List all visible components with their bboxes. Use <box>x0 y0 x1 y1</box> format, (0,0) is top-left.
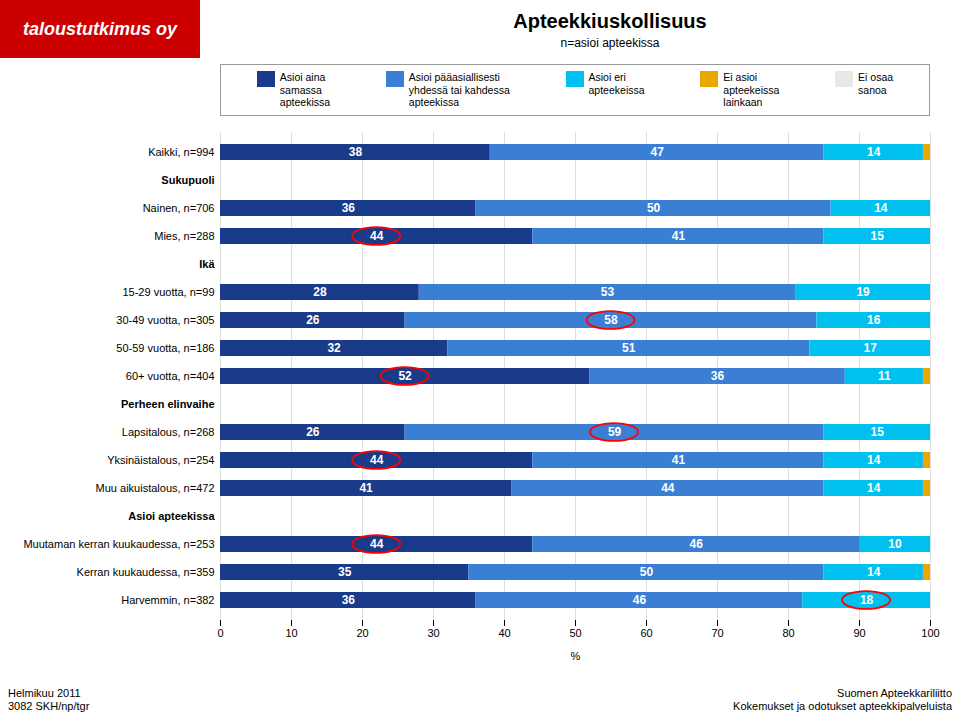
svg-text:26: 26 <box>306 313 320 327</box>
svg-text:Nainen, n=706: Nainen, n=706 <box>143 202 215 214</box>
svg-text:36: 36 <box>711 369 725 383</box>
svg-text:14: 14 <box>867 453 881 467</box>
html-text:Helmikuu 2011 3082 SKH/np/tgr: Helmikuu 2011 3082 SKH/np/tgr <box>8 686 90 713</box>
svg-text:32: 32 <box>327 341 341 355</box>
svg-text:Ikä: Ikä <box>199 258 215 270</box>
svg-text:46: 46 <box>633 593 647 607</box>
svg-text:40: 40 <box>498 627 510 639</box>
svg-text:36: 36 <box>342 593 356 607</box>
svg-text:41: 41 <box>359 481 373 495</box>
svg-text:90: 90 <box>853 627 865 639</box>
svg-text:53: 53 <box>601 285 615 299</box>
svg-text:14: 14 <box>867 145 881 159</box>
svg-text:41: 41 <box>672 229 686 243</box>
html-text:n=asioi apteekissa: n=asioi apteekissa <box>560 36 660 50</box>
svg-text:10: 10 <box>285 627 297 639</box>
svg-text:80: 80 <box>782 627 794 639</box>
svg-text:46: 46 <box>690 537 704 551</box>
svg-text:Kaikki, n=994: Kaikki, n=994 <box>148 146 214 158</box>
svg-text:60+ vuotta, n=404: 60+ vuotta, n=404 <box>126 370 215 382</box>
svg-text:Mies, n=288: Mies, n=288 <box>154 230 214 242</box>
svg-text:18: 18 <box>860 593 874 607</box>
html-text:Asioi pääasiallisesti yhdessä: Asioi pääasiallisesti yhdessä tai kahdes… <box>408 71 510 109</box>
html-text:Asioi aina samassa apteekissa: Asioi aina samassa apteekissa <box>279 71 331 109</box>
svg-text:44: 44 <box>370 453 384 467</box>
svg-text:60: 60 <box>640 627 652 639</box>
svg-text:100: 100 <box>921 627 939 639</box>
html-text:Ei osaa sanoa: Ei osaa sanoa <box>858 71 894 96</box>
svg-text:16: 16 <box>867 313 881 327</box>
svg-text:30-49 vuotta, n=305: 30-49 vuotta, n=305 <box>116 314 214 326</box>
svg-text:14: 14 <box>874 201 888 215</box>
svg-text:14: 14 <box>867 565 881 579</box>
html-text:Ei asioi apteekeissa lainkaan: Ei asioi apteekeissa lainkaan <box>723 71 780 109</box>
svg-text:50: 50 <box>647 201 661 215</box>
svg-text:30: 30 <box>427 627 439 639</box>
svg-text:50: 50 <box>569 627 581 639</box>
svg-text:28: 28 <box>313 285 327 299</box>
svg-text:Sukupuoli: Sukupuoli <box>161 174 214 186</box>
svg-text:Muutaman kerran kuukaudessa, n: Muutaman kerran kuukaudessa, n=253 <box>23 538 214 550</box>
svg-text:36: 36 <box>342 201 356 215</box>
svg-text:Harvemmin, n=382: Harvemmin, n=382 <box>121 594 214 606</box>
svg-text:17: 17 <box>863 341 877 355</box>
svg-text:Lapsitalous, n=268: Lapsitalous, n=268 <box>122 426 215 438</box>
html-text:taloustutkimus oy: taloustutkimus oy <box>23 18 177 39</box>
svg-text:10: 10 <box>888 537 902 551</box>
svg-text:19: 19 <box>856 285 870 299</box>
svg-text:Kerran kuukaudessa, n=359: Kerran kuukaudessa, n=359 <box>77 566 215 578</box>
svg-text:0: 0 <box>217 627 223 639</box>
html-text:Suomen Apteekkariliitto Kokemu: Suomen Apteekkariliitto Kokemukset ja od… <box>733 686 952 713</box>
svg-text:58: 58 <box>604 313 618 327</box>
svg-text:50-59 vuotta, n=186: 50-59 vuotta, n=186 <box>116 342 214 354</box>
svg-text:15-29 vuotta, n=99: 15-29 vuotta, n=99 <box>122 286 214 298</box>
svg-text:47: 47 <box>650 145 664 159</box>
svg-text:38: 38 <box>349 145 363 159</box>
svg-text:Asioi apteekissa: Asioi apteekissa <box>128 510 215 522</box>
svg-text:51: 51 <box>622 341 636 355</box>
html-text:Apteekkiuskollisuus: Apteekkiuskollisuus <box>513 10 707 32</box>
html-text:Asioi eri apteekeissa: Asioi eri apteekeissa <box>588 71 645 96</box>
svg-text:26: 26 <box>306 425 320 439</box>
svg-text:44: 44 <box>370 229 384 243</box>
svg-text:%: % <box>571 649 581 661</box>
svg-text:Muu aikuistalous, n=472: Muu aikuistalous, n=472 <box>96 482 215 494</box>
svg-text:70: 70 <box>711 627 723 639</box>
svg-text:Perheen elinvaihe: Perheen elinvaihe <box>121 398 215 410</box>
svg-text:Yksinäistalous, n=254: Yksinäistalous, n=254 <box>107 454 214 466</box>
svg-text:11: 11 <box>878 369 891 383</box>
svg-text:41: 41 <box>672 453 686 467</box>
svg-text:44: 44 <box>661 481 675 495</box>
svg-text:50: 50 <box>640 565 654 579</box>
svg-text:15: 15 <box>871 425 885 439</box>
svg-text:14: 14 <box>867 481 881 495</box>
svg-text:15: 15 <box>871 229 885 243</box>
svg-text:52: 52 <box>398 369 412 383</box>
svg-text:35: 35 <box>338 565 352 579</box>
svg-text:59: 59 <box>608 425 622 439</box>
svg-text:44: 44 <box>370 537 384 551</box>
svg-text:20: 20 <box>356 627 368 639</box>
